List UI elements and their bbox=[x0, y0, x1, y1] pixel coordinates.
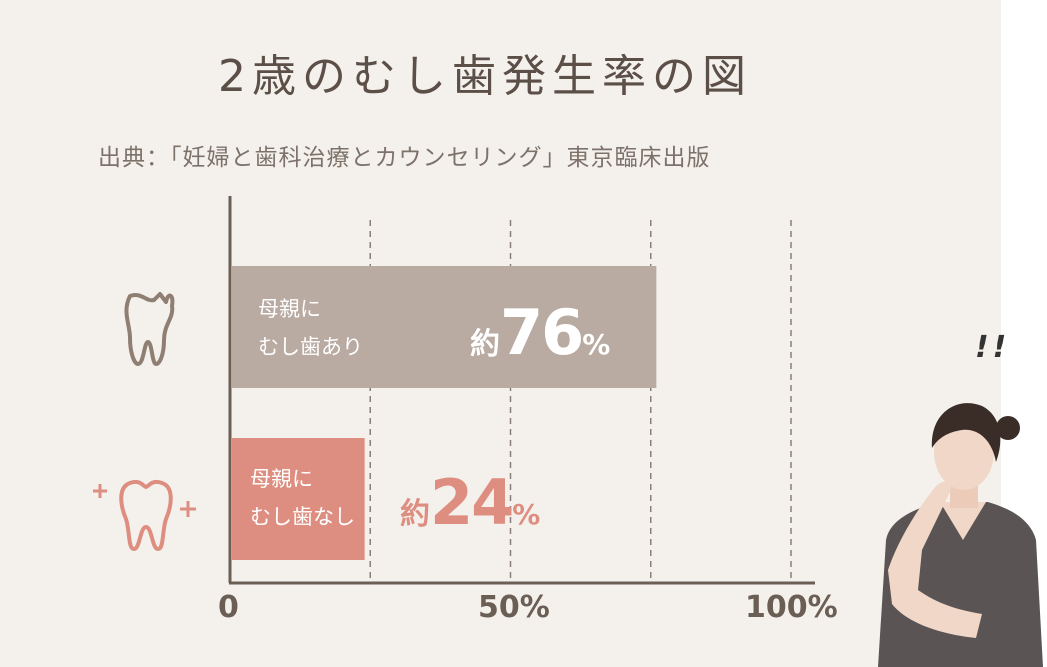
x-tick-50: 50% bbox=[478, 590, 550, 625]
chart-source: 出典：「妊婦と歯科治療とカウンセリング」東京臨床出版 bbox=[98, 145, 711, 171]
x-tick-0: 0 bbox=[218, 590, 239, 625]
decayed-tooth-icon bbox=[124, 292, 175, 366]
exclamation-mark: !! bbox=[975, 330, 1011, 365]
bar-without-caries bbox=[232, 438, 365, 560]
value-label-with-caries: 約 76% bbox=[470, 296, 611, 369]
bar-with-caries bbox=[232, 266, 657, 388]
x-tick-100: 100% bbox=[745, 590, 838, 625]
chart-title: 2歳のむし歯発生率の図 bbox=[218, 51, 752, 102]
sparkle-plus-right bbox=[180, 501, 196, 517]
value-label-without-caries: 約 24% bbox=[400, 466, 541, 539]
bar-chart bbox=[93, 196, 815, 585]
bars bbox=[232, 266, 657, 560]
bar-label-with-caries: 母親に むし歯あり bbox=[258, 297, 363, 359]
sparkle-plus-left bbox=[93, 484, 107, 498]
bar-label-without-caries: 母親に むし歯なし bbox=[250, 467, 355, 529]
healthy-tooth-icon bbox=[119, 479, 173, 551]
thinking-woman-illustration bbox=[878, 403, 1043, 667]
